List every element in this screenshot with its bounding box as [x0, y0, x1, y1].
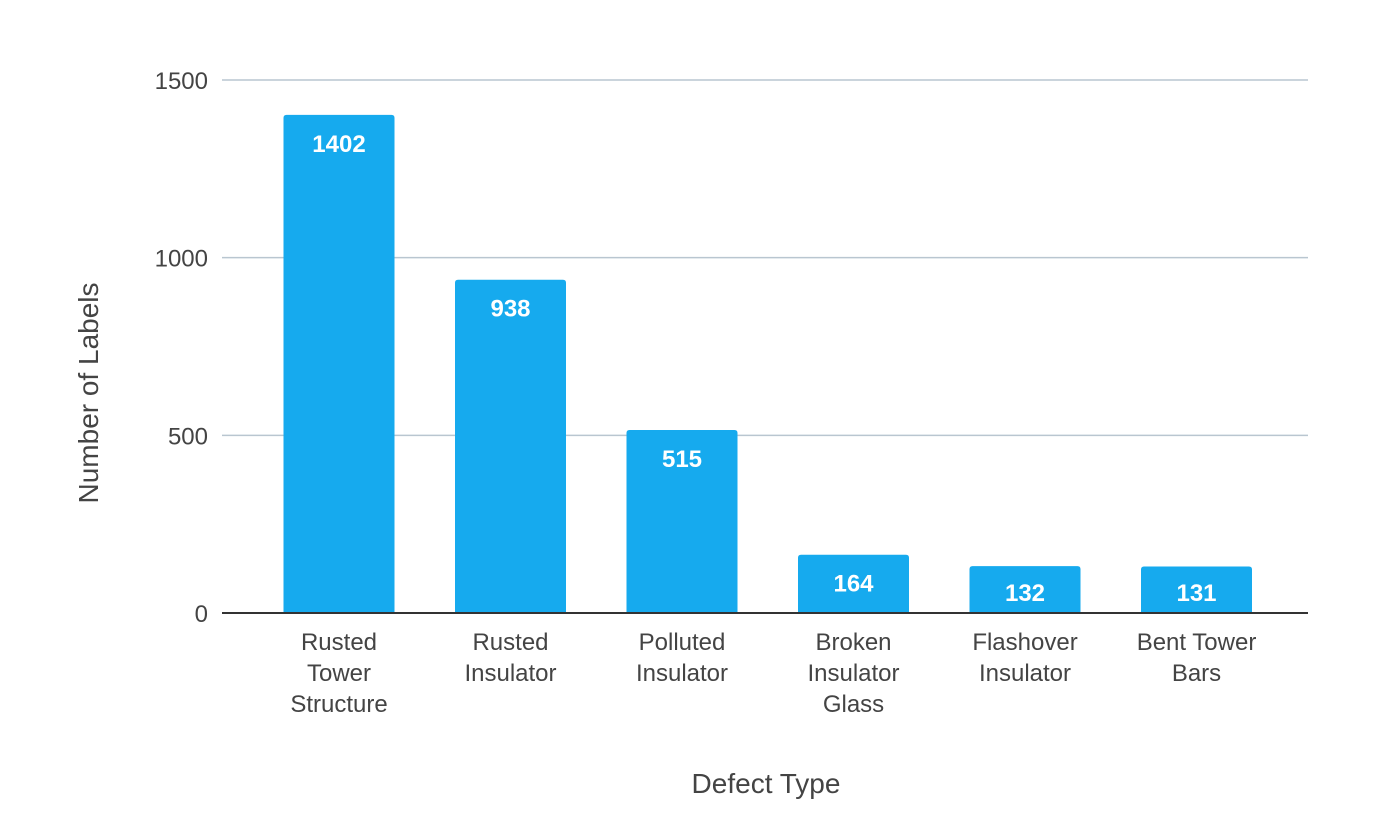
- gridlines: [222, 79, 1308, 437]
- category-label-line: Polluted: [639, 629, 726, 656]
- bars: [283, 114, 1252, 614]
- bar-value-label: 131: [1176, 580, 1216, 607]
- category-label-line: Insulator: [979, 660, 1071, 687]
- category-label-line: Broken: [815, 629, 891, 656]
- category-label-line: Rusted: [472, 629, 548, 656]
- category-label-line: Flashover: [972, 629, 1077, 656]
- y-axis-ticks: 0 500 1000 1500: [155, 68, 208, 628]
- category-label: Polluted Insulator: [636, 629, 728, 687]
- bar: [283, 114, 395, 614]
- category-label: Rusted Insulator: [464, 629, 556, 687]
- category-label-line: Insulator: [636, 660, 728, 687]
- category-label-line: Structure: [290, 691, 387, 718]
- category-label-line: Bent Tower: [1137, 629, 1257, 656]
- bar: [798, 554, 909, 613]
- bar-value-label: 515: [662, 446, 702, 473]
- y-tick-label: 1000: [155, 246, 208, 273]
- category-label-line: Insulator: [807, 660, 899, 687]
- category-label-line: Tower: [307, 660, 371, 687]
- category-label: Broken Insulator Glass: [807, 629, 899, 718]
- bar-value-label: 1402: [312, 131, 365, 158]
- bar-value-label: 132: [1005, 580, 1045, 607]
- x-axis-title: Defect Type: [692, 768, 841, 799]
- category-label-line: Glass: [823, 691, 884, 718]
- bar: [455, 279, 566, 613]
- category-label-line: Insulator: [464, 660, 556, 687]
- category-label: Flashover Insulator: [972, 629, 1077, 687]
- bar-value-label: 164: [833, 571, 874, 598]
- data-labels: 1402 938 515 164 132 131: [312, 131, 1216, 607]
- bar: [1141, 566, 1252, 613]
- bar: [969, 566, 1081, 613]
- category-label-line: Rusted: [301, 629, 377, 656]
- y-axis-title: Number of Labels: [73, 282, 104, 503]
- category-label: Bent Tower Bars: [1137, 629, 1257, 687]
- y-tick-label: 1500: [155, 68, 208, 95]
- category-label-line: Bars: [1172, 660, 1221, 687]
- y-tick-label: 500: [168, 423, 208, 450]
- bar: [626, 430, 738, 613]
- category-label: Rusted Tower Structure: [290, 629, 387, 718]
- y-tick-label: 0: [195, 601, 208, 628]
- bar-value-label: 938: [490, 296, 530, 323]
